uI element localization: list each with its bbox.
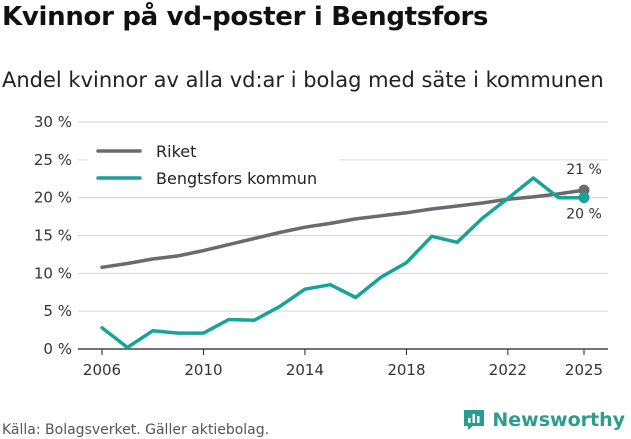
x-tick-label: 2006 xyxy=(83,361,121,379)
x-tick-label: 2010 xyxy=(184,361,222,379)
x-tick-label: 2022 xyxy=(489,361,527,379)
legend-label-riket: Riket xyxy=(156,142,196,161)
chart-title: Kvinnor på vd-poster i Bengtsfors xyxy=(2,2,489,32)
legend-label-bengtsfors: Bengtsfors kommun xyxy=(156,169,317,188)
end-point-bengtsfors xyxy=(578,192,590,204)
source-note: Källa: Bolagsverket. Gäller aktiebolag. xyxy=(2,422,270,438)
y-tick-label: 0 % xyxy=(43,340,72,358)
brand-logo: Newsworthy xyxy=(462,408,625,432)
series-line-riket xyxy=(100,188,586,270)
y-tick-label: 5 % xyxy=(43,302,72,320)
y-tick-label: 15 % xyxy=(34,227,72,245)
x-tick-label: 2018 xyxy=(387,361,425,379)
x-tick-label: 2025 xyxy=(565,361,603,379)
y-tick-label: 10 % xyxy=(34,264,72,282)
end-point-riket xyxy=(578,184,590,196)
y-tick-label: 25 % xyxy=(34,151,72,169)
y-tick-label: 30 % xyxy=(34,113,72,131)
x-tick-label: 2014 xyxy=(286,361,324,379)
y-tick-label: 20 % xyxy=(34,189,72,207)
newsworthy-logo-icon xyxy=(464,410,485,430)
series-line-bengtsfors xyxy=(100,176,586,350)
chart-subtitle: Andel kvinnor av alla vd:ar i bolag med … xyxy=(2,68,604,92)
end-label-riket: 21 % xyxy=(566,162,602,178)
brand-name: Newsworthy xyxy=(492,409,625,431)
end-label-bengtsfors: 20 % xyxy=(566,207,602,223)
legend-background xyxy=(88,134,340,196)
